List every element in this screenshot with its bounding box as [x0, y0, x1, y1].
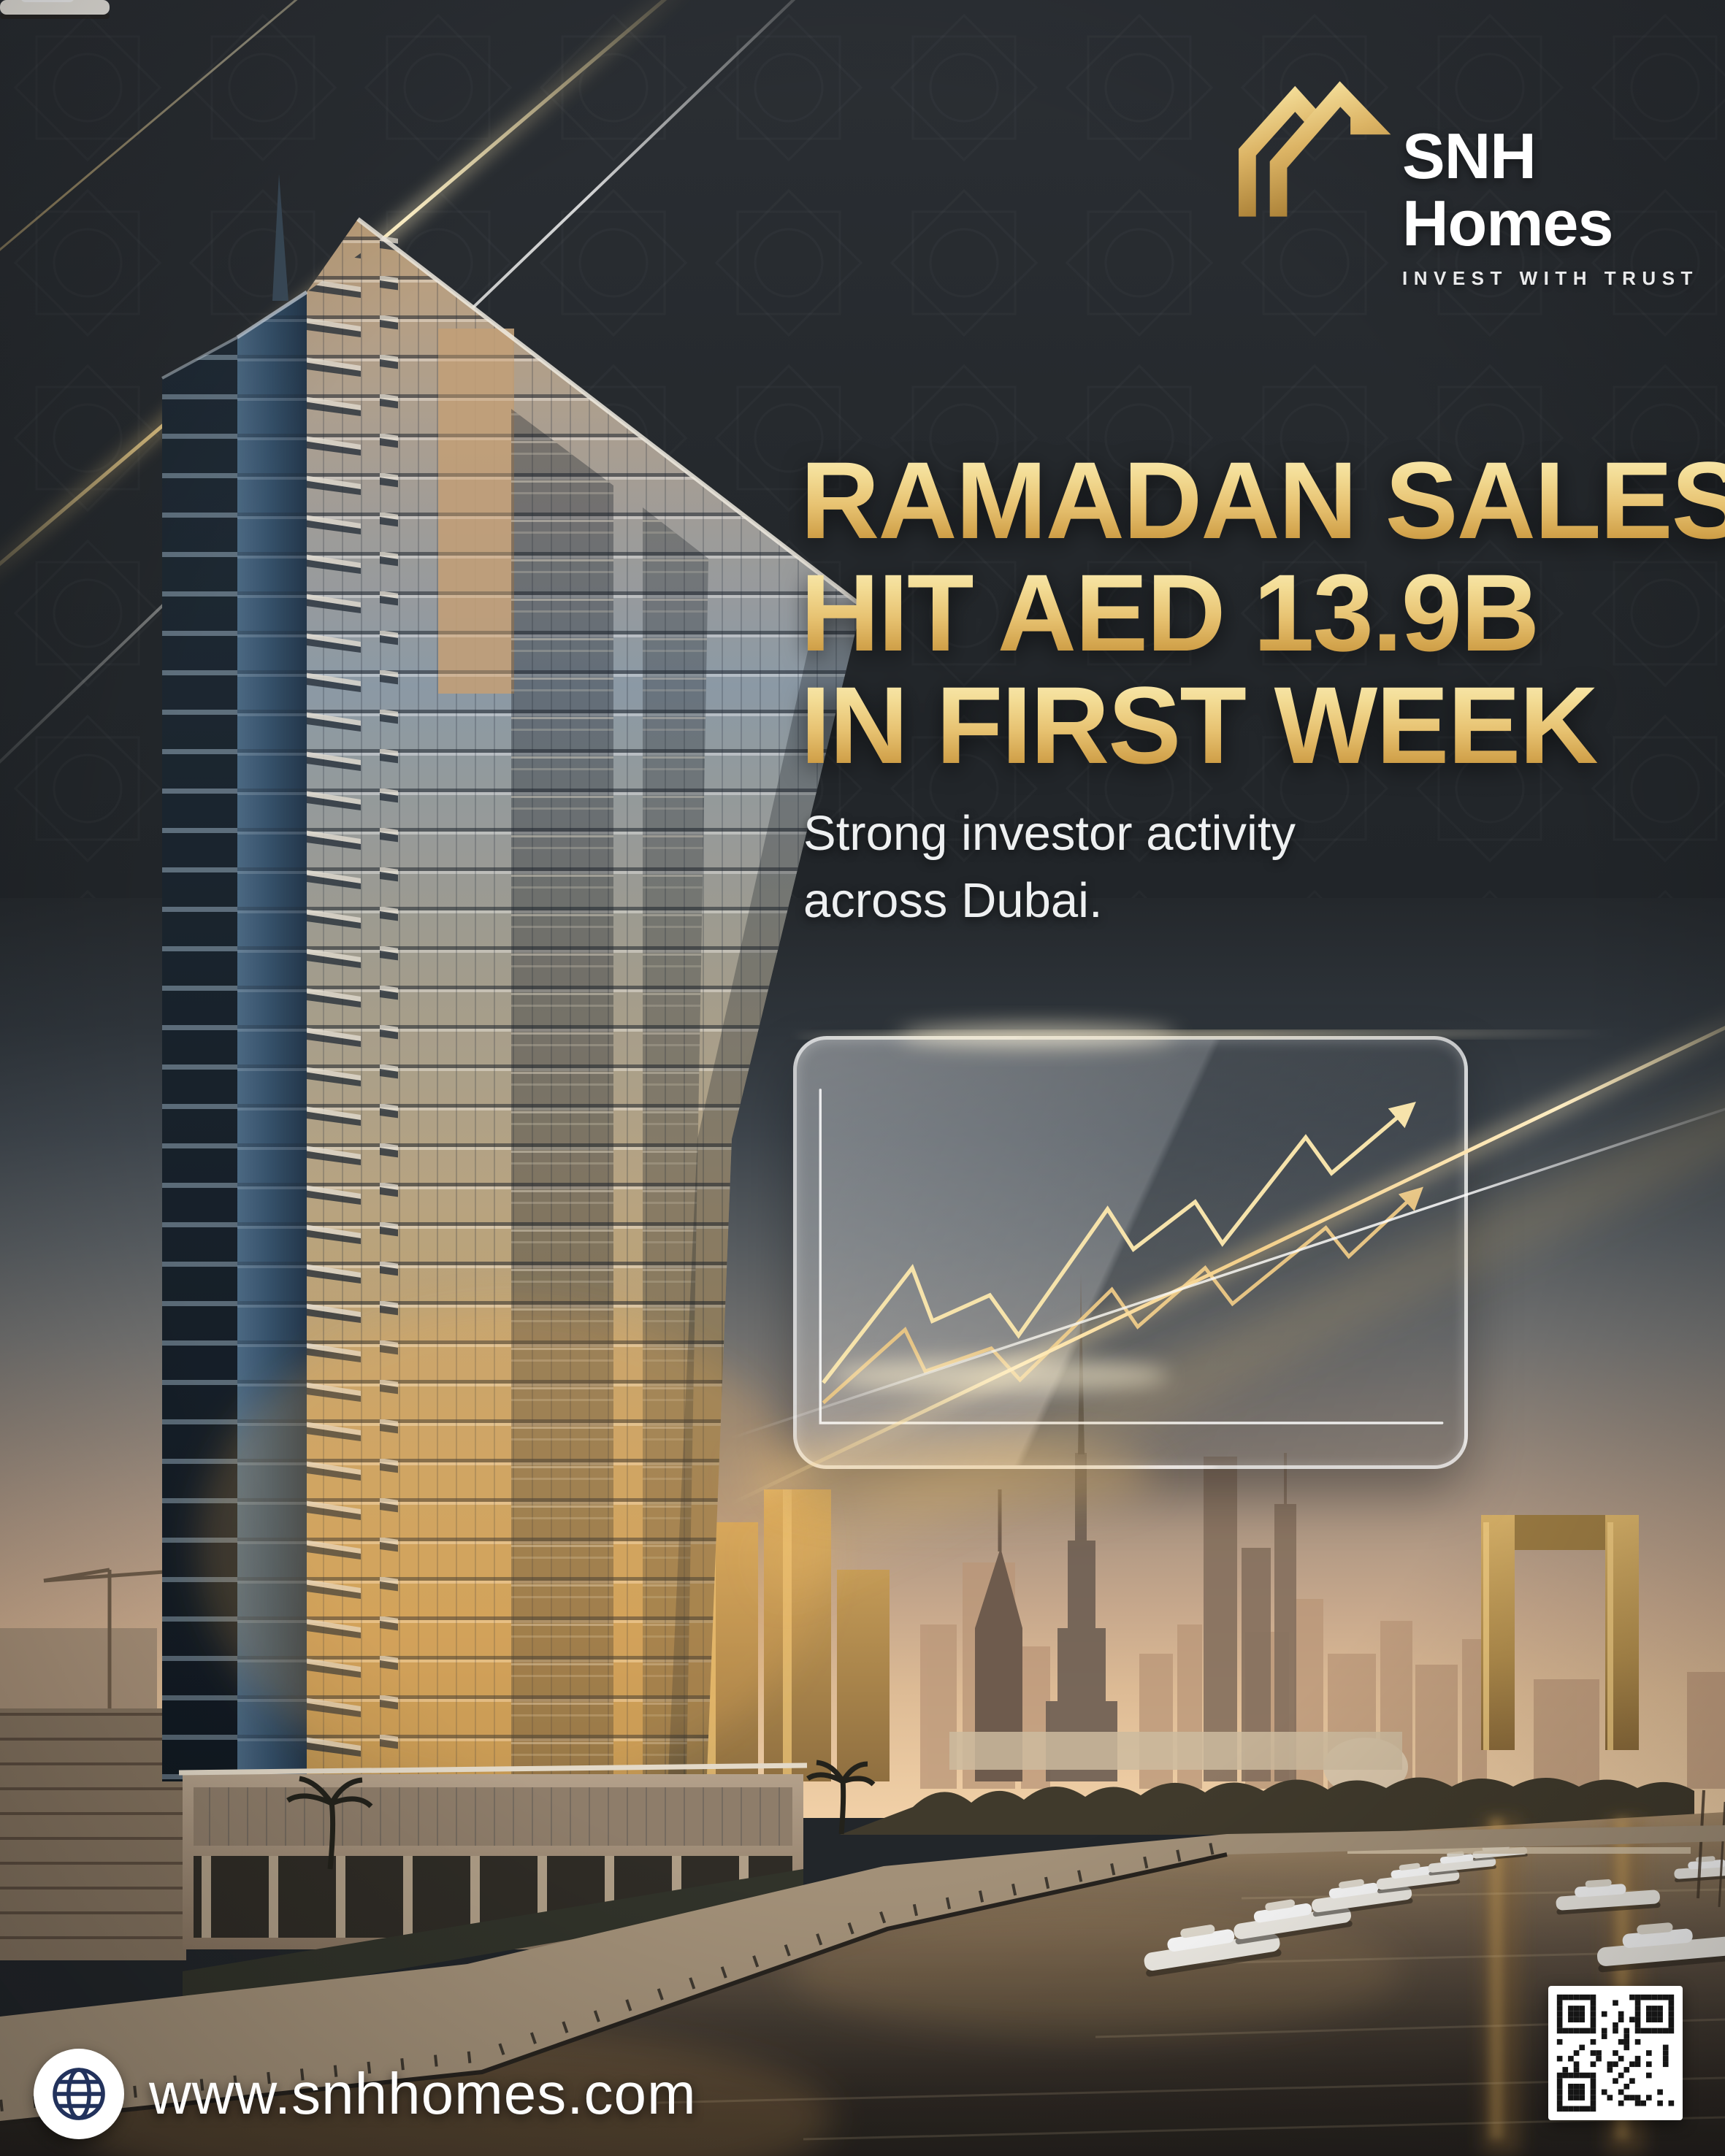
- brand-name: SNH Homes: [1402, 120, 1613, 259]
- globe-icon: [34, 2049, 124, 2139]
- brand-logo: SNH Homes INVEST WITH TRUST: [1233, 70, 1725, 290]
- trend-chart-card: [793, 1036, 1468, 1469]
- double-roof-house-icon: [1239, 81, 1391, 217]
- headline-line-1: RAMADAN SALES: [800, 444, 1725, 556]
- headline-line-2: HIT AED 13.9B: [800, 556, 1725, 669]
- subheadline-line-2: across Dubai.: [803, 873, 1103, 928]
- brand-tagline: INVEST WITH TRUST: [1402, 267, 1699, 289]
- headline-line-3: IN FIRST WEEK: [800, 669, 1725, 781]
- upward-trend-chart-icon: [819, 1089, 1444, 1424]
- subheadline: Strong investor activity across Dubai.: [803, 800, 1296, 935]
- subheadline-line-1: Strong investor activity: [803, 806, 1296, 861]
- qr-code: [1548, 1986, 1683, 2120]
- headline: RAMADAN SALES HIT AED 13.9B IN FIRST WEE…: [800, 444, 1725, 781]
- website-url: www.snhhomes.com: [149, 2061, 697, 2126]
- footer: www.snhhomes.com: [34, 2049, 697, 2139]
